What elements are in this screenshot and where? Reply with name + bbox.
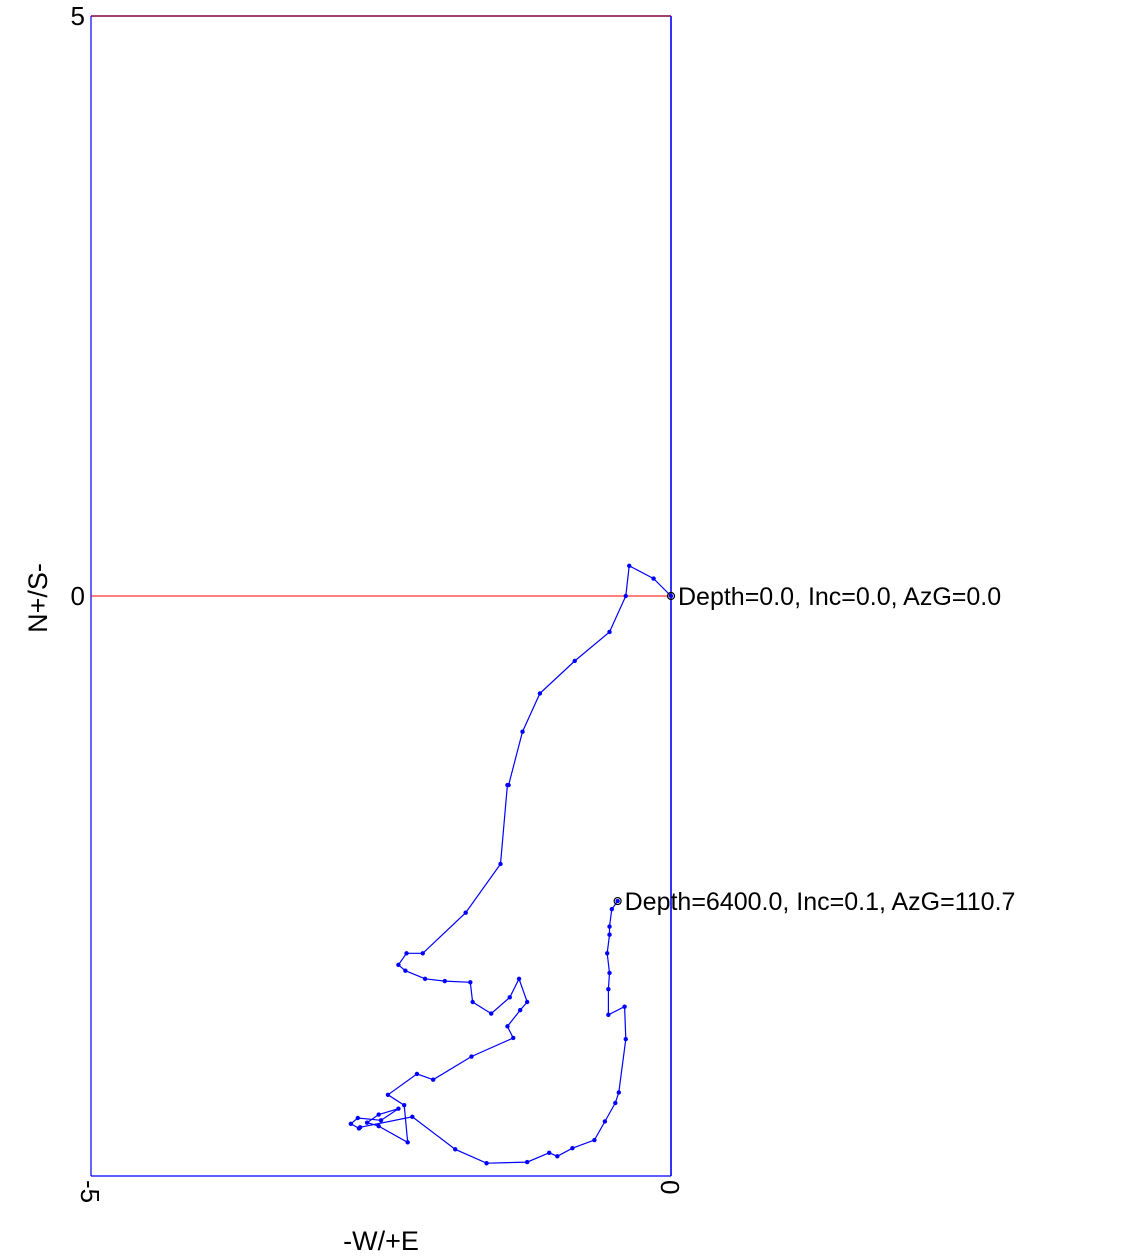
data-point (668, 593, 674, 599)
data-point (570, 1145, 575, 1151)
data-point (396, 1106, 401, 1111)
data-point (537, 691, 543, 696)
data-point (453, 1147, 458, 1152)
data-point (547, 1150, 552, 1156)
data-point (348, 1121, 354, 1127)
data-point (442, 978, 447, 984)
data-point (378, 1118, 384, 1123)
data-point (404, 951, 409, 956)
data-point (627, 563, 632, 569)
y-axis-title: N+/S- (23, 563, 53, 633)
series-group (348, 563, 674, 1166)
annotation-label-0: Depth=0.0, Inc=0.0, AzG=0.0 (678, 583, 1001, 611)
x-tick-left: -5 (75, 1180, 105, 1203)
data-point (524, 1159, 530, 1165)
annotation-marker (666, 591, 676, 601)
data-point (518, 1007, 523, 1013)
data-point (463, 910, 468, 915)
data-point (607, 629, 612, 635)
data-point (615, 898, 620, 904)
data-point (405, 1140, 410, 1145)
data-point (357, 1125, 363, 1130)
data-point (623, 1036, 628, 1042)
data-point (572, 658, 577, 664)
data-point (606, 1012, 611, 1017)
data-point (498, 861, 503, 867)
data-point (606, 987, 611, 992)
data-point (355, 1115, 360, 1121)
data-point (489, 1011, 494, 1016)
data-point (396, 962, 401, 968)
data-point (470, 999, 475, 1005)
annotation-group: Depth=0.0, Inc=0.0, AzG=0.0 Depth=6400.0,… (613, 583, 1016, 916)
data-point (385, 1092, 391, 1098)
data-point (607, 970, 612, 976)
annotation-marker (613, 896, 622, 906)
data-point (505, 782, 510, 788)
data-point (602, 1119, 608, 1124)
data-point (469, 1054, 474, 1059)
data-point (555, 1154, 560, 1159)
data-point (511, 1035, 516, 1041)
data-point (651, 576, 656, 581)
data-point (516, 976, 522, 981)
data-point (607, 924, 612, 929)
data-point (431, 1077, 436, 1082)
data-point (410, 1114, 415, 1120)
data-point (376, 1123, 381, 1129)
data-point (607, 932, 612, 937)
y-tick-top: 5 (71, 1, 85, 31)
data-point (605, 951, 610, 956)
data-point (420, 951, 425, 956)
data-point (402, 1103, 407, 1108)
data-point (623, 593, 628, 599)
data-point (592, 1137, 597, 1143)
data-point (507, 995, 512, 1000)
series-line-0 (349, 564, 672, 1164)
data-point (376, 1112, 381, 1117)
data-point (524, 999, 530, 1005)
data-point (422, 976, 428, 981)
data-point (616, 1090, 621, 1095)
data-point (609, 907, 615, 912)
data-point (613, 1100, 618, 1106)
data-point (520, 729, 525, 734)
y-tick-zero: 0 (71, 581, 85, 611)
data-point (364, 1120, 370, 1125)
annotation-label-1: Depth=6400.0, Inc=0.1, AzG=110.7 (625, 888, 1016, 916)
data-point (505, 1024, 510, 1029)
x-axis-title: -W/+E (343, 1226, 419, 1256)
data-point (468, 980, 473, 985)
data-point (414, 1071, 420, 1077)
data-point (622, 1004, 627, 1009)
data-point (403, 968, 408, 973)
x-tick-right: 0 (655, 1180, 685, 1194)
data-point (484, 1161, 489, 1166)
